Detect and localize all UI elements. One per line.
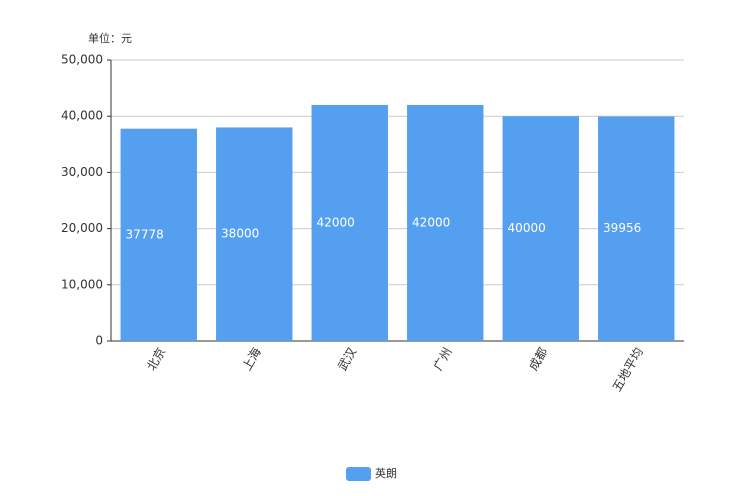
- y-tick-label: 30,000: [61, 165, 103, 179]
- legend-swatch: [346, 467, 371, 481]
- x-tick-label: 上海: [239, 345, 264, 373]
- bar: [407, 104, 484, 342]
- legend-label: 英朗: [375, 466, 397, 480]
- data-label: 42000: [317, 215, 355, 229]
- x-tick-label: 五地平均: [610, 345, 646, 394]
- x-tick-label: 北京: [144, 345, 168, 373]
- y-tick-label: 10,000: [61, 277, 103, 291]
- bar: [216, 127, 293, 341]
- data-label: 38000: [221, 227, 259, 241]
- data-label: 39956: [603, 221, 641, 235]
- x-tick-label: 武汉: [335, 345, 359, 373]
- bar: [311, 104, 388, 342]
- bar: [502, 116, 579, 341]
- data-label: 40000: [508, 221, 546, 235]
- y-tick-label: 50,000: [61, 53, 103, 67]
- x-tick-label: 广州: [431, 345, 455, 373]
- bar: [120, 128, 197, 341]
- x-tick-label: 成都: [526, 345, 550, 373]
- chart-title: 单位：元: [88, 31, 132, 45]
- data-label: 37778: [126, 227, 164, 241]
- y-tick-label: 0: [95, 334, 103, 348]
- data-label: 42000: [412, 215, 450, 229]
- bar: [598, 116, 675, 341]
- y-tick-label: 20,000: [61, 221, 103, 235]
- y-tick-label: 40,000: [61, 109, 103, 123]
